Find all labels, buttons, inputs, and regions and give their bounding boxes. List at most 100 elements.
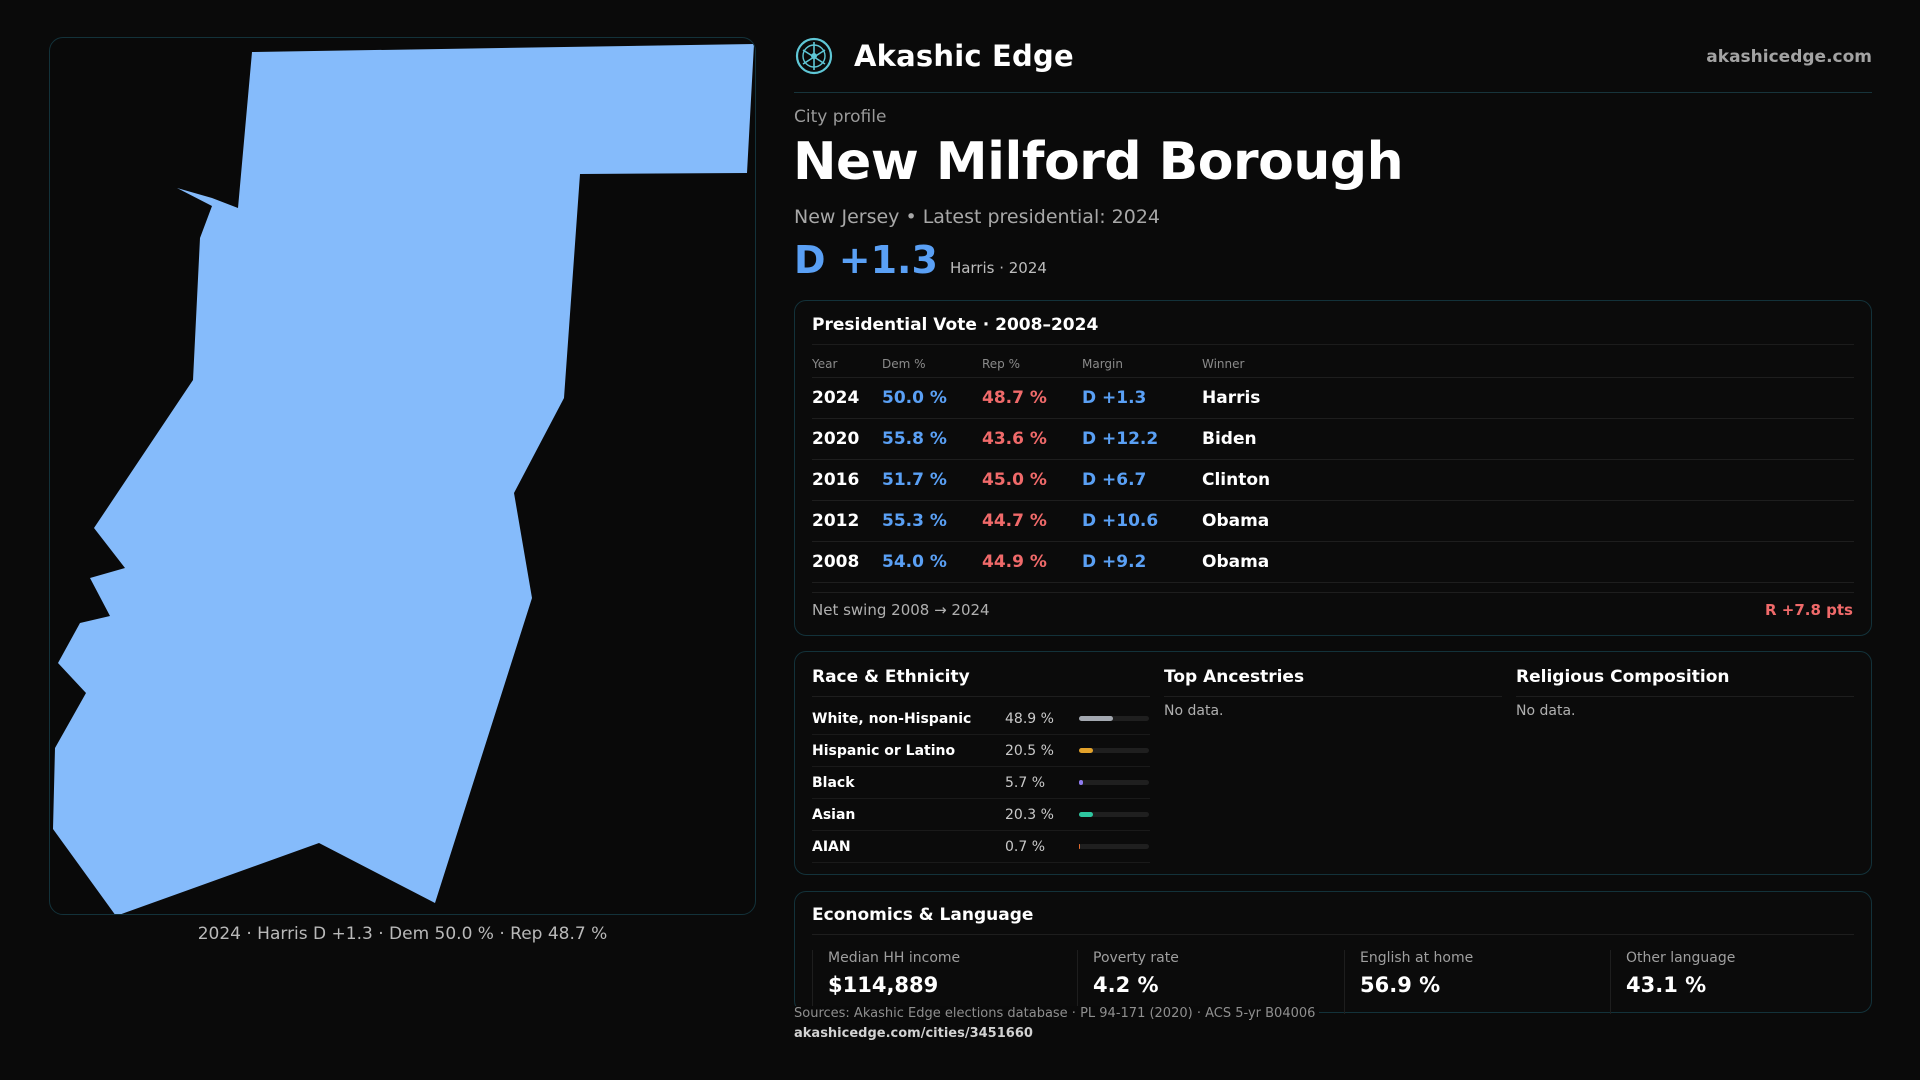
cell-winner: Biden: [1202, 418, 1854, 460]
section-title: Top Ancestries: [1164, 667, 1305, 687]
cell-dem: 55.8 %: [882, 418, 982, 460]
divider: [812, 344, 1854, 345]
cell-year: 2008: [812, 541, 882, 583]
akashic-logo-icon: [795, 37, 833, 75]
ancestries-section: Top Ancestries No data.: [1164, 667, 1502, 719]
card-title: Presidential Vote · 2008–2024: [812, 315, 1099, 335]
cell-dem: 50.0 %: [882, 377, 982, 419]
net-swing-label: Net swing 2008 → 2024: [812, 601, 990, 619]
section-title: Religious Composition: [1516, 667, 1730, 687]
race-row: Asian 20.3 %: [812, 799, 1150, 831]
race-bar-fill: [1079, 748, 1094, 753]
stat-label: Other language: [1626, 950, 1736, 966]
col-header-margin: Margin: [1082, 351, 1202, 378]
cell-dem: 51.7 %: [882, 459, 982, 501]
page-url[interactable]: akashicedge.com/cities/3451660: [794, 1026, 1033, 1041]
cell-rep: 45.0 %: [982, 459, 1082, 501]
race-label: Black: [812, 774, 855, 791]
cell-winner: Harris: [1202, 377, 1854, 419]
map-panel[interactable]: [49, 37, 756, 915]
cell-rep: 43.6 %: [982, 418, 1082, 460]
race-bar: [1079, 748, 1149, 753]
stat-value: 4.2 %: [1093, 973, 1159, 997]
map-caption: 2024 · Harris D +1.3 · Dem 50.0 % · Rep …: [197, 924, 608, 944]
race-pct: 20.5 %: [1005, 742, 1054, 759]
page-eyebrow: City profile: [794, 107, 887, 127]
vote-table: Year Dem % Rep % Margin Winner 2024 50.0…: [812, 351, 1854, 583]
cell-rep: 44.9 %: [982, 541, 1082, 583]
borough-shape: [53, 44, 754, 914]
col-header-dem: Dem %: [882, 351, 982, 378]
stat-label: Poverty rate: [1093, 950, 1179, 966]
race-row: Hispanic or Latino 20.5 %: [812, 735, 1150, 767]
race-bar-fill: [1079, 716, 1114, 721]
cell-year: 2016: [812, 459, 882, 501]
race-bar-fill: [1079, 780, 1083, 785]
presidential-vote-card: Presidential Vote · 2008–2024 Year Dem %…: [794, 300, 1872, 636]
race-label: Asian: [812, 806, 856, 823]
stat-value: 43.1 %: [1626, 973, 1707, 997]
stat-label: Median HH income: [828, 950, 961, 966]
empty-state: No data.: [1164, 703, 1224, 719]
cell-margin: D +1.3: [1082, 377, 1202, 419]
race-pct: 5.7 %: [1005, 774, 1046, 791]
cell-year: 2020: [812, 418, 882, 460]
headline-margin-value: D +1.3: [794, 238, 938, 282]
brand-name: Akashic Edge: [854, 39, 1074, 73]
borough-map: [53, 44, 754, 914]
race-pct: 48.9 %: [1005, 710, 1054, 727]
stat-value: $114,889: [828, 973, 939, 997]
page-subtitle: New Jersey • Latest presidential: 2024: [794, 206, 1161, 228]
stat-other-language: Other language 43.1 %: [1610, 950, 1860, 1014]
table-row: 2008 54.0 % 44.9 % D +9.2 Obama: [812, 541, 1854, 583]
stat-median-income: Median HH income $114,889: [812, 950, 1062, 1014]
race-bar: [1079, 812, 1149, 817]
page-title: New Milford Borough: [793, 132, 1404, 192]
cell-margin: D +9.2: [1082, 541, 1202, 583]
col-header-year: Year: [812, 351, 882, 378]
cell-rep: 44.7 %: [982, 500, 1082, 542]
brand[interactable]: Akashic Edge: [794, 36, 1074, 76]
stat-english-at-home: English at home 56.9 %: [1344, 950, 1594, 1014]
sources-note: Sources: Akashic Edge elections database…: [794, 1006, 1320, 1021]
race-bar: [1079, 716, 1149, 721]
cell-winner: Obama: [1202, 541, 1854, 583]
race-bar: [1079, 844, 1149, 849]
card-title: Economics & Language: [812, 905, 1034, 925]
headline-margin: D +1.3 Harris · 2024: [794, 238, 1047, 282]
religion-section: Religious Composition No data.: [1516, 667, 1854, 719]
divider: [812, 934, 1854, 935]
race-label: AIAN: [812, 838, 851, 855]
table-row: 2012 55.3 % 44.7 % D +10.6 Obama: [812, 500, 1854, 542]
race-row: White, non-Hispanic 48.9 %: [812, 703, 1150, 735]
table-header-row: Year Dem % Rep % Margin Winner: [812, 351, 1854, 378]
cell-winner: Clinton: [1202, 459, 1854, 501]
header-divider: [794, 92, 1872, 93]
race-label: White, non-Hispanic: [812, 710, 972, 727]
race-bar: [1079, 780, 1149, 785]
col-header-rep: Rep %: [982, 351, 1082, 378]
race-label: Hispanic or Latino: [812, 742, 956, 759]
race-bar-fill: [1079, 812, 1094, 817]
race-pct: 0.7 %: [1005, 838, 1046, 855]
divider: [1516, 696, 1854, 697]
cell-year: 2012: [812, 500, 882, 542]
cell-margin: D +6.7: [1082, 459, 1202, 501]
race-bar-fill: [1079, 844, 1080, 849]
race-row: AIAN 0.7 %: [812, 831, 1150, 863]
table-row: 2016 51.7 % 45.0 % D +6.7 Clinton: [812, 459, 1854, 501]
cell-dem: 55.3 %: [882, 500, 982, 542]
stat-label: English at home: [1360, 950, 1474, 966]
headline-margin-detail: Harris · 2024: [949, 259, 1047, 277]
stat-poverty-rate: Poverty rate 4.2 %: [1077, 950, 1327, 1014]
divider: [812, 696, 1150, 697]
net-swing-value: R +7.8 pts: [1765, 601, 1853, 619]
cell-margin: D +12.2: [1082, 418, 1202, 460]
site-link[interactable]: akashicedge.com: [1706, 47, 1872, 67]
table-row: 2024 50.0 % 48.7 % D +1.3 Harris: [812, 377, 1854, 419]
cell-year: 2024: [812, 377, 882, 419]
race-pct: 20.3 %: [1005, 806, 1054, 823]
col-header-winner: Winner: [1202, 351, 1854, 378]
stat-value: 56.9 %: [1360, 973, 1441, 997]
table-row: 2020 55.8 % 43.6 % D +12.2 Biden: [812, 418, 1854, 460]
